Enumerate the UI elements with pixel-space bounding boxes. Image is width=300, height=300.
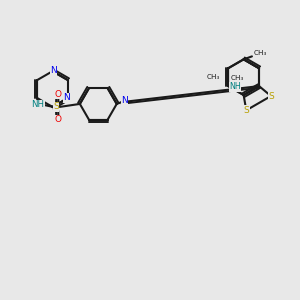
Text: CH₃: CH₃ (231, 75, 244, 81)
Text: N: N (50, 66, 57, 75)
Text: N: N (63, 93, 70, 102)
Text: N: N (121, 97, 128, 106)
Text: CH₃: CH₃ (206, 74, 220, 80)
Text: NH: NH (31, 100, 44, 109)
Text: O: O (54, 90, 61, 99)
Text: NH: NH (229, 82, 241, 91)
Text: CH₃: CH₃ (253, 50, 266, 56)
Text: O: O (54, 115, 61, 124)
Text: S: S (243, 106, 249, 115)
Text: S: S (268, 92, 274, 100)
Text: S: S (53, 102, 59, 111)
